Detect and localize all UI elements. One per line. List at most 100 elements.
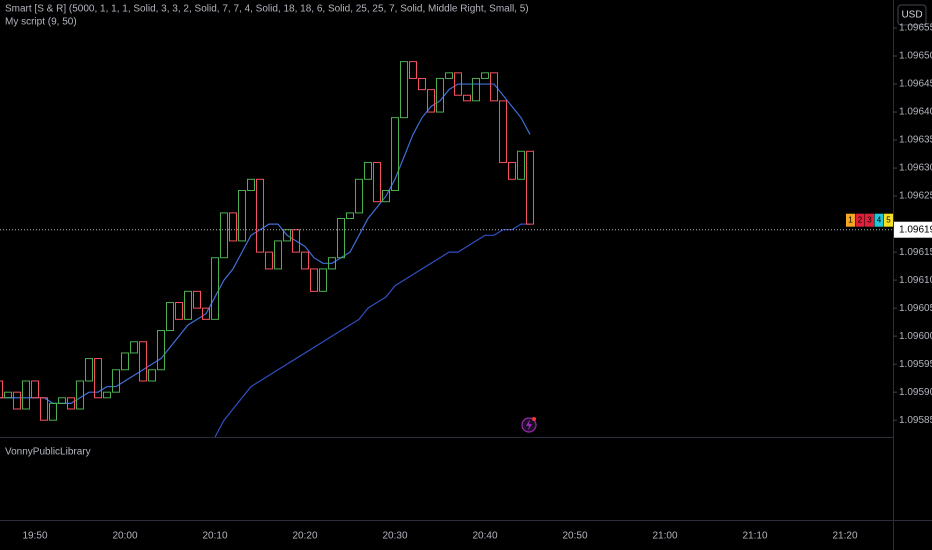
bolt-icon[interactable] bbox=[521, 417, 537, 433]
x-tick-label: 21:20 bbox=[832, 531, 857, 542]
y-tick-label: 1.09645 bbox=[899, 79, 932, 90]
candle-body bbox=[67, 397, 75, 410]
candle-body bbox=[247, 178, 255, 191]
ma-line bbox=[0, 83, 531, 404]
candle-body bbox=[76, 380, 84, 410]
candle-body bbox=[355, 178, 363, 214]
table-cell bbox=[874, 213, 884, 227]
candle-body bbox=[328, 257, 336, 270]
x-tick-label: 20:50 bbox=[562, 531, 587, 542]
currency-label[interactable]: USD bbox=[901, 10, 922, 21]
y-tick-label: 1.09640 bbox=[899, 107, 932, 118]
table-cell bbox=[846, 213, 855, 227]
candle-body bbox=[229, 212, 237, 242]
candle-body bbox=[13, 391, 21, 410]
table-cell-text: 4 bbox=[877, 215, 882, 224]
plot-area bbox=[0, 61, 534, 437]
y-tick-label: 1.09610 bbox=[899, 275, 932, 286]
x-tick-label: 20:00 bbox=[112, 531, 137, 542]
y-tick-label: 1.09600 bbox=[899, 331, 932, 342]
candle-body bbox=[85, 358, 93, 382]
currency-button[interactable] bbox=[897, 4, 927, 26]
candle-body bbox=[265, 251, 273, 270]
candle-body bbox=[193, 290, 201, 309]
candle-body bbox=[373, 161, 381, 203]
candle-body bbox=[283, 229, 291, 242]
indicator-subtitle: My script (9, 50) bbox=[5, 17, 77, 28]
y-tick-label: 1.09650 bbox=[899, 51, 932, 62]
y-tick-label: 1.09655 bbox=[899, 23, 932, 34]
lower-pane-title: VonnyPublicLibrary bbox=[5, 447, 91, 458]
y-tick-label: 1.09625 bbox=[899, 191, 932, 202]
ma-line bbox=[214, 223, 530, 437]
candle-body bbox=[301, 251, 309, 270]
candle-body bbox=[112, 369, 120, 393]
candle-body bbox=[31, 380, 39, 399]
candle-body bbox=[175, 302, 183, 320]
y-tick-label: 1.09605 bbox=[899, 303, 932, 314]
candle-body bbox=[400, 61, 408, 119]
candle-body bbox=[472, 77, 480, 102]
candle-body bbox=[4, 391, 12, 399]
candle-body bbox=[409, 61, 417, 79]
candle-body bbox=[346, 212, 354, 219]
y-tick-label: 1.09630 bbox=[899, 163, 932, 174]
candle-body bbox=[103, 391, 111, 399]
candle-body bbox=[22, 380, 30, 410]
candle-body bbox=[40, 397, 48, 421]
candle-body bbox=[526, 150, 534, 225]
candle-body bbox=[157, 330, 165, 371]
table-cell bbox=[855, 213, 865, 227]
y-tick-label: 1.09615 bbox=[899, 247, 932, 258]
candle-body bbox=[256, 178, 264, 253]
candle-body bbox=[211, 257, 219, 320]
candle-body bbox=[508, 161, 516, 180]
candle-body bbox=[490, 72, 498, 102]
candle-body bbox=[463, 94, 471, 102]
candle-body bbox=[139, 341, 147, 382]
x-tick-label: 20:20 bbox=[292, 531, 317, 542]
table-cell-text: 3 bbox=[867, 215, 872, 224]
candle-body bbox=[58, 397, 66, 404]
candle-body bbox=[391, 117, 399, 191]
candle-body bbox=[202, 307, 210, 320]
candle-body bbox=[319, 268, 327, 292]
candle-body bbox=[184, 290, 192, 320]
candle-body bbox=[94, 358, 102, 399]
candle-body bbox=[121, 352, 129, 371]
candle-body bbox=[481, 72, 489, 79]
last-price-label: 1.09619 bbox=[899, 224, 932, 235]
candle-body bbox=[517, 150, 525, 180]
candle-body bbox=[49, 402, 57, 421]
candle-body bbox=[238, 189, 246, 242]
table-cell-text: 1 bbox=[848, 215, 853, 224]
y-tick-label: 1.09585 bbox=[899, 415, 932, 426]
candle-body bbox=[130, 341, 138, 354]
candle-body bbox=[0, 380, 3, 399]
table-cell bbox=[865, 213, 874, 227]
candle-body bbox=[337, 218, 345, 259]
x-tick-label: 19:50 bbox=[22, 531, 47, 542]
candle-body bbox=[382, 189, 390, 203]
candle-body bbox=[364, 161, 372, 180]
indicator-title: Smart [S & R] (5000, 1, 1, 1, Solid, 3, … bbox=[5, 4, 529, 15]
table-cell-text: 5 bbox=[886, 215, 891, 224]
y-tick-label: 1.09590 bbox=[899, 387, 932, 398]
candle-body bbox=[220, 212, 228, 259]
candle-body bbox=[274, 240, 282, 270]
candle-body bbox=[499, 100, 507, 163]
candle-body bbox=[292, 229, 300, 253]
candle-body bbox=[166, 302, 174, 332]
x-tick-label: 20:40 bbox=[472, 531, 497, 542]
candle-body bbox=[418, 77, 426, 91]
candle-body bbox=[310, 268, 318, 292]
y-tick-label: 1.09635 bbox=[899, 135, 932, 146]
candle-body bbox=[445, 72, 453, 79]
candle-body bbox=[436, 77, 444, 113]
table-cell bbox=[884, 213, 893, 227]
last-price-box bbox=[894, 221, 932, 238]
y-tick-label: 1.09595 bbox=[899, 359, 932, 370]
